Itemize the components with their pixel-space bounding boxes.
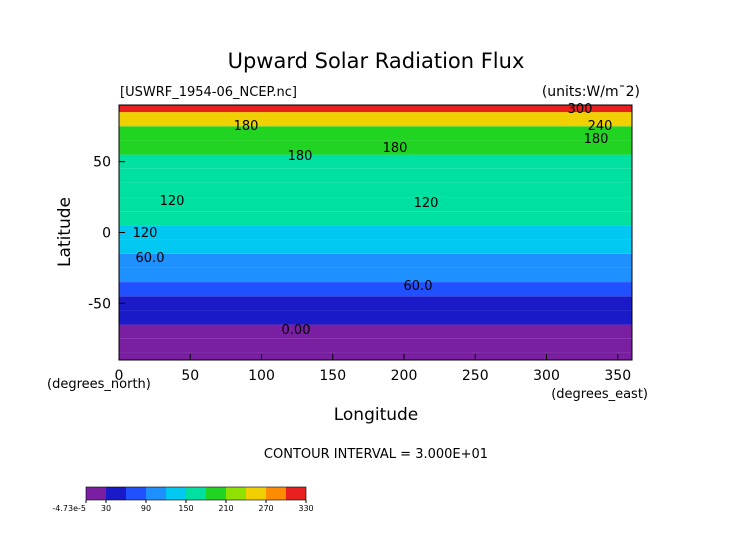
colorbar-tick-label: 210 — [218, 504, 233, 513]
x-tick-label: 0 — [115, 368, 124, 384]
contour-label: 0.00 — [282, 323, 311, 338]
contour-label: 180 — [234, 119, 259, 134]
x-unit-label: (degrees_east) — [551, 387, 648, 402]
flux-band — [119, 182, 632, 198]
x-axis-label: Longitude — [334, 405, 419, 425]
file-label: [USWRF_1954-06_NCEP.nc] — [120, 85, 297, 100]
x-tick-label: 150 — [319, 368, 346, 384]
colorbar-tick-label: 30 — [101, 504, 111, 513]
flux-band — [119, 338, 632, 353]
contour-label: 180 — [584, 132, 609, 147]
flux-band — [119, 126, 632, 141]
contour-label: 240 — [588, 119, 613, 134]
flux-band — [119, 168, 632, 183]
contour-label: 60.0 — [136, 251, 165, 266]
flux-band — [119, 352, 632, 360]
x-tick-label: 350 — [604, 368, 631, 384]
flux-band — [119, 105, 632, 113]
flux-band — [119, 154, 632, 169]
flux-band — [119, 253, 632, 268]
x-tick-label: 250 — [462, 368, 489, 384]
colorbar-tick-label: -4.73e-5 — [52, 504, 86, 513]
colorbar-cell — [186, 487, 206, 500]
colorbar-cell — [126, 487, 146, 500]
contour-label: 300 — [568, 102, 593, 117]
colorbar-tick-label: 330 — [298, 504, 313, 513]
colorbar-tick-label: 90 — [141, 504, 151, 513]
flux-band — [119, 140, 632, 155]
units-label: (units:W/m¯2) — [542, 84, 640, 100]
contour-label: 120 — [160, 194, 185, 209]
colorbar-cell — [206, 487, 226, 500]
flux-band — [119, 211, 632, 226]
chart-title: Upward Solar Radiation Flux — [228, 49, 525, 73]
colorbar-cell — [266, 487, 286, 500]
flux-band — [119, 112, 632, 127]
x-tick-label: 300 — [533, 368, 560, 384]
y-unit-label: (degrees_north) — [47, 377, 151, 392]
contour-label: 120 — [414, 196, 439, 211]
colorbar-cell — [246, 487, 266, 500]
y-tick-label: -50 — [88, 296, 111, 312]
contour-label: 60.0 — [404, 279, 433, 294]
flux-band — [119, 225, 632, 240]
contour-label: 180 — [383, 141, 408, 156]
y-tick-label: 50 — [93, 155, 111, 171]
colorbar-cell — [106, 487, 126, 500]
x-tick-label: 200 — [391, 368, 418, 384]
y-tick-label: 0 — [102, 226, 111, 242]
flux-band — [119, 267, 632, 283]
flux-band — [119, 282, 632, 297]
flux-band — [119, 310, 632, 325]
contour-label: 120 — [133, 226, 158, 241]
flux-band — [119, 239, 632, 254]
flux-band — [119, 197, 632, 212]
colorbar-tick-label: 150 — [178, 504, 193, 513]
x-tick-label: 50 — [181, 368, 199, 384]
colorbar-frame — [85, 486, 307, 501]
flux-band — [119, 324, 632, 339]
contour-interval: CONTOUR INTERVAL = 3.000E+01 — [264, 447, 488, 462]
flux-band — [119, 296, 632, 311]
colorbar-cell — [146, 487, 166, 500]
colorbar-cell — [166, 487, 186, 500]
colorbar-tick-label: 270 — [258, 504, 273, 513]
contour-label: 180 — [288, 149, 313, 164]
colorbar-cell — [226, 487, 246, 500]
colorbar-cell — [286, 487, 306, 500]
x-tick-label: 100 — [248, 368, 275, 384]
colorbar-cell — [86, 487, 106, 500]
y-axis-label: Latitude — [55, 197, 75, 267]
